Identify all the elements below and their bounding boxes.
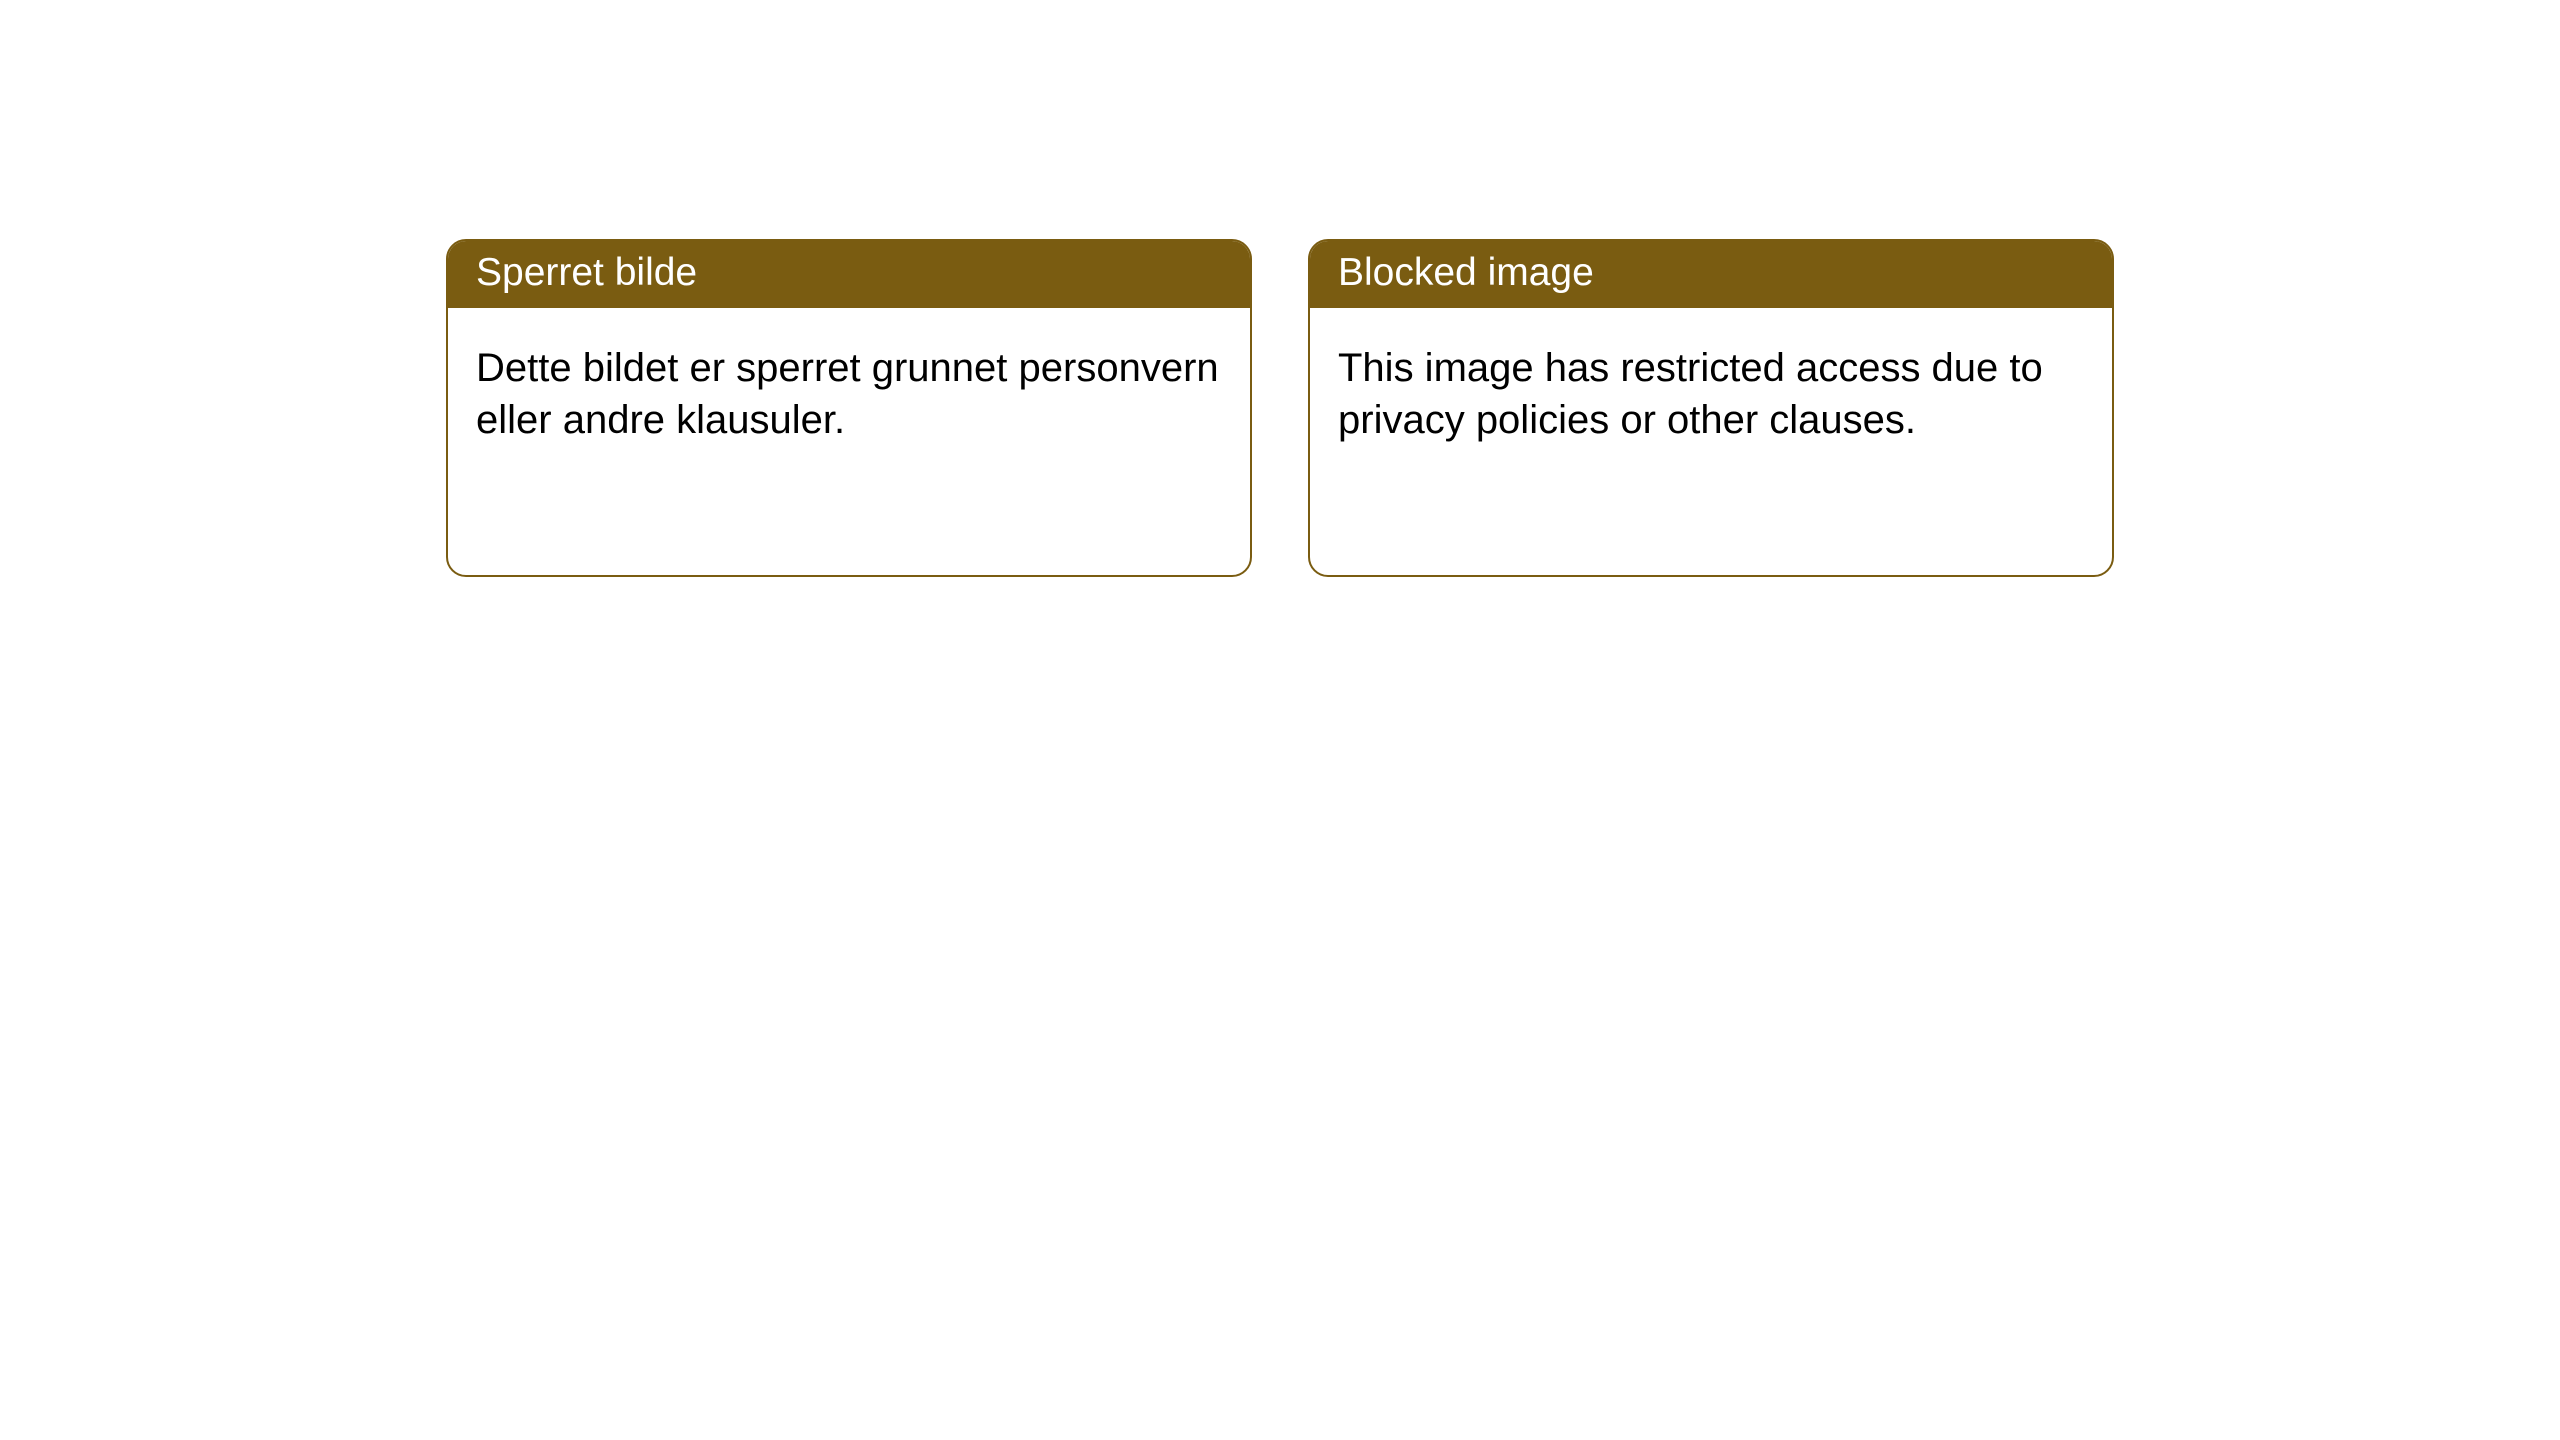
blocked-image-card-english: Blocked image This image has restricted …: [1308, 239, 2114, 577]
card-message: Dette bildet er sperret grunnet personve…: [448, 308, 1250, 480]
blocked-image-card-norwegian: Sperret bilde Dette bildet er sperret gr…: [446, 239, 1252, 577]
card-message: This image has restricted access due to …: [1310, 308, 2112, 480]
blocked-image-notices: Sperret bilde Dette bildet er sperret gr…: [446, 239, 2114, 577]
card-title: Sperret bilde: [448, 241, 1250, 308]
card-title: Blocked image: [1310, 241, 2112, 308]
